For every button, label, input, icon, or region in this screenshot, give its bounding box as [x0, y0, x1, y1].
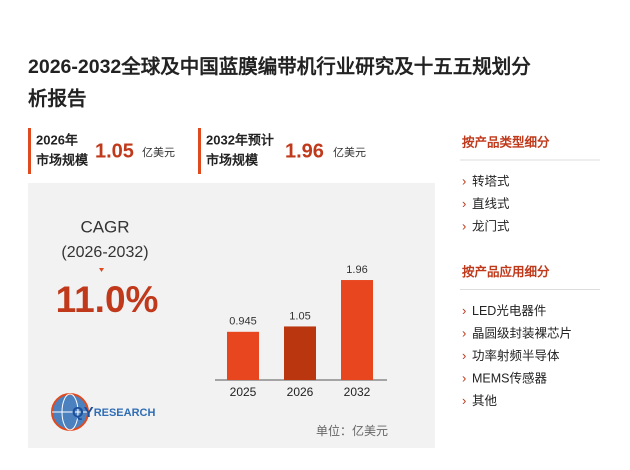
- value-label: 1.96: [346, 264, 367, 276]
- bullet: ›: [462, 393, 466, 408]
- logo-part: QY: [72, 404, 94, 421]
- x-tick-label: 2032: [344, 385, 371, 399]
- stat-value: 1.05: [95, 140, 134, 162]
- cagr-label: CAGR: [80, 217, 129, 236]
- section-item: 晶圆级封装裸芯片: [472, 325, 572, 340]
- section-item: 龙门式: [472, 218, 510, 233]
- value-label: 1.05: [289, 310, 310, 322]
- stat-label: 2026年: [36, 132, 78, 147]
- section-item: MEMS传感器: [472, 370, 548, 385]
- logo-text: QYRESEARCH: [72, 404, 155, 421]
- section-heading: 按产品应用细分: [462, 264, 550, 279]
- bullet: ›: [462, 173, 466, 188]
- section-item: 转塔式: [472, 173, 510, 188]
- x-tick-label: 2026: [287, 385, 314, 399]
- bar: [341, 280, 373, 380]
- x-tick-label: 2025: [230, 385, 257, 399]
- cagr-period: (2026-2032): [61, 244, 148, 261]
- title: 析报告: [28, 87, 87, 110]
- stat-label: 2032年预计: [206, 132, 274, 147]
- section-item: LED光电器件: [472, 304, 546, 318]
- section-heading: 按产品类型细分: [462, 134, 550, 149]
- logo-part: RESEARCH: [94, 407, 156, 419]
- bullet: ›: [462, 303, 466, 318]
- title: 2026-2032全球及中国蓝膜编带机行业研究及十五五规划分: [28, 55, 531, 78]
- stat-border: [198, 128, 201, 174]
- stat-label: 市场规模: [36, 152, 89, 167]
- stat-border: [28, 128, 31, 174]
- stat-label: 市场规模: [206, 152, 259, 167]
- section-item: 直线式: [472, 197, 510, 211]
- bar: [284, 326, 316, 380]
- bar: [227, 331, 259, 380]
- value-label: 0.945: [229, 316, 257, 328]
- section-item: 其他: [472, 394, 498, 408]
- stat-value: 1.96: [285, 140, 324, 162]
- stat-unit: 亿美元: [142, 146, 175, 159]
- bullet: ›: [462, 348, 466, 363]
- section-item: 功率射频半导体: [472, 348, 560, 363]
- logo-icon: [51, 393, 89, 431]
- arrow: [99, 268, 104, 272]
- bullet: ›: [462, 196, 466, 211]
- stat-unit: 亿美元: [333, 146, 366, 159]
- bullet: ›: [462, 370, 466, 385]
- cagr-value: 11.0%: [56, 279, 159, 320]
- unit-label: 单位：亿美元: [316, 423, 388, 438]
- bullet: ›: [462, 325, 466, 340]
- bullet: ›: [462, 218, 466, 233]
